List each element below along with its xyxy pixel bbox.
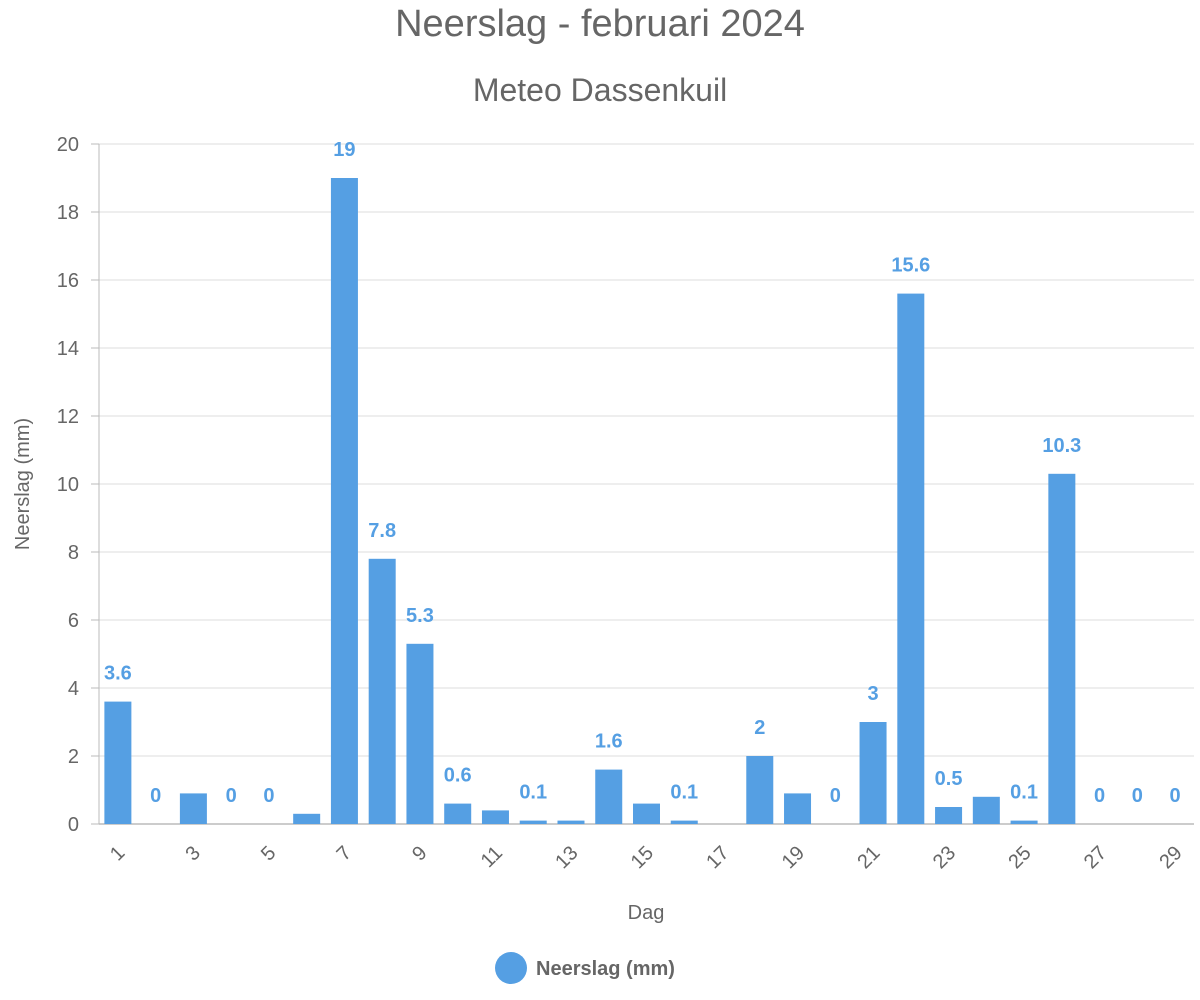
x-tick-label: 19 — [778, 842, 809, 873]
bar-day-6[interactable] — [293, 813, 321, 824]
y-tick-label: 4 — [68, 678, 79, 700]
grid — [99, 143, 1194, 825]
data-label: 10.3 — [1042, 435, 1081, 457]
x-tick-label: 1 — [106, 842, 129, 865]
x-tick-label: 7 — [333, 842, 356, 865]
data-label: 2 — [754, 717, 765, 739]
y-tick-label: 6 — [68, 610, 79, 632]
data-label: 7.8 — [368, 520, 396, 542]
bar-day-26[interactable] — [1048, 473, 1076, 824]
x-tick-label: 3 — [182, 842, 205, 865]
chart-subtitle: Meteo Dassenkuil — [473, 72, 727, 108]
bar-day-15[interactable] — [633, 803, 660, 824]
y-axis-label: Neerslag (mm) — [12, 418, 34, 550]
bar-day-11[interactable] — [481, 810, 509, 824]
legend-label: Neerslag (mm) — [536, 958, 675, 980]
data-label: 0.1 — [1010, 782, 1038, 804]
x-axis-label: Dag — [628, 902, 665, 924]
bar-day-18[interactable] — [746, 756, 774, 824]
x-tick-label: 29 — [1155, 842, 1186, 873]
y-tick-label: 18 — [57, 202, 79, 224]
bar-day-12[interactable] — [519, 820, 547, 824]
data-label: 0 — [1170, 785, 1181, 807]
y-tick-label: 12 — [57, 406, 79, 428]
data-label: 1.6 — [595, 731, 623, 753]
bar-day-9[interactable] — [406, 643, 434, 824]
data-label: 0 — [830, 785, 841, 807]
bar-day-23[interactable] — [935, 807, 963, 824]
x-tick-label: 23 — [929, 842, 960, 873]
bar-day-19[interactable] — [784, 793, 812, 824]
data-label: 0 — [226, 785, 237, 807]
data-label: 3 — [867, 683, 878, 705]
x-tick-label: 17 — [702, 842, 733, 873]
data-label: 5.3 — [406, 605, 434, 627]
x-tick-label: 15 — [627, 842, 658, 873]
y-tick-label: 14 — [57, 338, 79, 360]
y-tick-label: 20 — [57, 134, 79, 156]
data-label: 15.6 — [891, 255, 930, 277]
x-tick-label: 9 — [408, 842, 431, 865]
bars — [104, 178, 1076, 825]
bar-day-7[interactable] — [330, 178, 358, 824]
x-tick-label: 21 — [853, 842, 884, 873]
data-label: 3.6 — [104, 663, 132, 685]
bar-day-22[interactable] — [897, 293, 925, 825]
bar-day-14[interactable] — [595, 769, 623, 824]
bar-day-24[interactable] — [972, 796, 1000, 824]
y-tick-label: 8 — [68, 542, 79, 564]
x-tick-label: 13 — [551, 842, 582, 873]
data-label: 0.1 — [670, 782, 698, 804]
x-tick-label: 11 — [477, 842, 507, 872]
y-tick-label: 10 — [57, 474, 79, 496]
y-tick-label: 0 — [68, 814, 79, 836]
bar-day-21[interactable] — [859, 722, 887, 824]
x-tick-label: 5 — [257, 842, 280, 865]
legend-swatch — [495, 952, 527, 984]
x-tick-label: 25 — [1004, 842, 1035, 873]
x-tick-label: 27 — [1080, 842, 1111, 873]
data-label: 0 — [1132, 785, 1143, 807]
data-label: 19 — [333, 139, 355, 161]
data-label: 0.6 — [444, 765, 472, 787]
y-tick-label: 16 — [57, 270, 79, 292]
bar-day-16[interactable] — [670, 820, 698, 824]
data-label: 0 — [1094, 785, 1105, 807]
data-label: 0 — [150, 785, 161, 807]
data-label: 0.1 — [519, 782, 547, 804]
bar-day-8[interactable] — [368, 558, 396, 824]
chart-title: Neerslag - februari 2024 — [395, 3, 805, 45]
bar-day-10[interactable] — [444, 803, 472, 824]
y-tick-label: 2 — [68, 746, 79, 768]
data-label: 0 — [263, 785, 274, 807]
bar-day-13[interactable] — [557, 820, 585, 824]
bar-day-25[interactable] — [1010, 820, 1038, 824]
bar-day-1[interactable] — [104, 701, 132, 824]
bar-day-3[interactable] — [179, 793, 207, 824]
data-labels: 3.6 0 0 0 19 7.8 5.3 0.6 0.1 1.6 0.1 2 0 3 15.6 0.5 0.1 1… — [104, 139, 1181, 807]
legend[interactable]: Neerslag (mm) — [495, 952, 675, 984]
data-label: 0.5 — [935, 768, 963, 790]
